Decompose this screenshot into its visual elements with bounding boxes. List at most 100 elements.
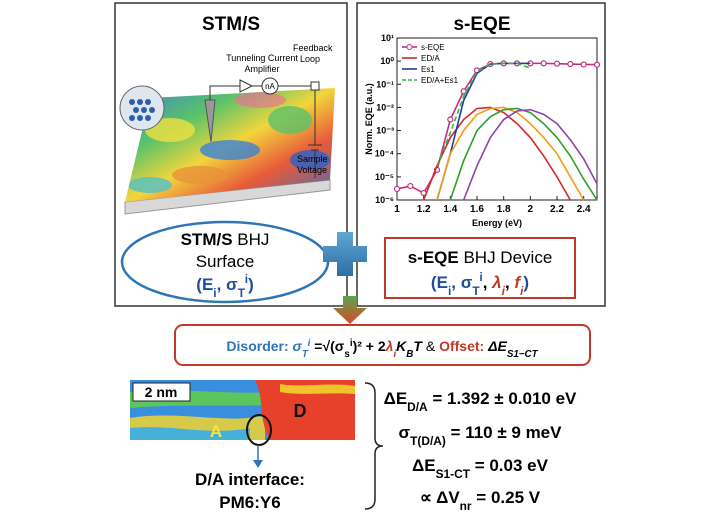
y-tick-label: 10⁻¹ bbox=[376, 79, 394, 89]
text-part: BHJ Device bbox=[459, 248, 553, 267]
text-part: s bbox=[344, 349, 350, 360]
text-part: & bbox=[422, 338, 439, 354]
x-axis-label: Energy (eV) bbox=[472, 218, 522, 228]
text-part: σ bbox=[399, 423, 411, 442]
x-tick-label: 2.2 bbox=[550, 204, 564, 215]
scale-box bbox=[132, 382, 191, 402]
text-part: = 0.25 V bbox=[472, 488, 541, 507]
y-axis-label: Norm. EQE (a.u.) bbox=[364, 83, 374, 155]
text-part: i bbox=[520, 284, 524, 298]
y-tick-label: 10⁰ bbox=[380, 56, 394, 66]
series-marker bbox=[580, 61, 587, 68]
result: ΔES1-CT = 0.03 eV bbox=[412, 456, 549, 481]
legend-label: ED/A bbox=[421, 54, 440, 63]
text-part: )² + 2 bbox=[353, 338, 386, 354]
text-part: Offset: bbox=[439, 338, 484, 354]
eqe-caption-frame bbox=[384, 237, 576, 299]
panel-title: s-EQE bbox=[453, 14, 510, 35]
acceptor-label: A bbox=[210, 422, 222, 441]
text-part: σ bbox=[289, 338, 303, 354]
voltage-label: Voltage bbox=[297, 165, 327, 175]
text-part: T bbox=[413, 338, 423, 354]
text-part: i bbox=[502, 284, 506, 298]
donor-label: D bbox=[294, 401, 307, 421]
text-part: T(D/A) bbox=[410, 434, 446, 448]
series-line bbox=[436, 62, 531, 201]
text-part: D/A bbox=[407, 400, 428, 414]
x-tick-label: 1.4 bbox=[443, 204, 457, 215]
amplifier-label: Tunneling Current bbox=[226, 53, 298, 63]
series-marker bbox=[407, 182, 414, 190]
y-tick-label: 10⁻⁵ bbox=[375, 172, 394, 182]
y-tick-label: 10⁻⁶ bbox=[375, 195, 394, 205]
series-marker bbox=[393, 185, 401, 193]
stm-caption: Surface bbox=[196, 252, 255, 271]
interface-arrowhead bbox=[253, 460, 263, 468]
text-part: , bbox=[451, 273, 460, 292]
legend-label: s-EQE bbox=[421, 43, 445, 52]
text-part: ΔE bbox=[484, 338, 507, 354]
text-part: E bbox=[202, 275, 213, 294]
text-part: i bbox=[393, 349, 396, 360]
text-part: i bbox=[350, 338, 353, 349]
series-line bbox=[462, 108, 598, 201]
text-part: ) bbox=[523, 273, 529, 292]
down-arrow bbox=[333, 296, 367, 324]
y-tick-label: 10⁻⁴ bbox=[375, 149, 394, 159]
text-part: Disorder: bbox=[226, 338, 288, 354]
x-tick-label: 1.8 bbox=[497, 204, 511, 215]
x-tick-label: 1.2 bbox=[417, 204, 431, 215]
legend-label: Es1 bbox=[421, 65, 435, 74]
feedback-label: Loop bbox=[300, 54, 320, 64]
series-line bbox=[436, 62, 531, 167]
voltage-label: Sample bbox=[297, 154, 328, 164]
text-part: ) bbox=[248, 275, 254, 294]
text-part: , bbox=[217, 275, 226, 294]
series-marker bbox=[460, 88, 467, 95]
stm-caption: STM/S BHJ bbox=[181, 230, 270, 249]
x-tick-label: 1.6 bbox=[470, 204, 484, 215]
meter-label: nA bbox=[265, 82, 275, 91]
legend-marker bbox=[406, 44, 413, 50]
plot-frame bbox=[396, 37, 598, 201]
text-part: i bbox=[245, 272, 248, 286]
text-part: E bbox=[437, 273, 448, 292]
series-marker bbox=[540, 60, 547, 67]
x-tick-label: 1 bbox=[394, 204, 400, 215]
text-part: B bbox=[406, 349, 413, 360]
text-part: σ bbox=[226, 275, 238, 294]
text-part: S1−CT bbox=[507, 349, 539, 360]
text-part: λ bbox=[385, 338, 394, 354]
interface-label: PM6:Y6 bbox=[219, 493, 280, 512]
text-part: ( bbox=[196, 275, 202, 294]
interface-label: D/A interface: bbox=[195, 470, 305, 489]
text-part: =√ bbox=[310, 338, 330, 354]
text-part: σ bbox=[461, 273, 473, 292]
text-part: i bbox=[479, 270, 482, 284]
y-tick-label: 10⁻² bbox=[376, 102, 394, 112]
scale-label: 2 nm bbox=[145, 384, 178, 400]
eqe-caption: s-EQE BHJ Device bbox=[408, 248, 553, 267]
text-part: λ bbox=[491, 273, 501, 292]
series-line bbox=[422, 106, 572, 201]
text-part: i bbox=[308, 338, 311, 349]
text-part: K bbox=[396, 338, 407, 354]
text-part: T bbox=[472, 284, 480, 298]
text-part: (σ bbox=[330, 338, 345, 354]
panel-title: STM/S bbox=[202, 14, 260, 35]
stm-image bbox=[130, 380, 355, 440]
text-part: T bbox=[238, 286, 246, 300]
result: σT(D/A) = 110 ± 9 meV bbox=[399, 423, 563, 448]
text-part: = 110 ± 9 meV bbox=[446, 423, 562, 442]
series-marker bbox=[447, 116, 454, 123]
bracket bbox=[364, 382, 384, 510]
text-part: BHJ bbox=[233, 230, 270, 249]
circuit bbox=[209, 77, 322, 178]
amplifier-label: Amplifier bbox=[244, 64, 279, 74]
eqe-caption: (Ei, σTi, λi, fi) bbox=[431, 270, 529, 298]
formula-frame bbox=[174, 324, 591, 366]
plus-sign bbox=[323, 232, 367, 276]
y-tick-label: 10⁻³ bbox=[376, 126, 394, 136]
text-part: f bbox=[514, 273, 522, 292]
